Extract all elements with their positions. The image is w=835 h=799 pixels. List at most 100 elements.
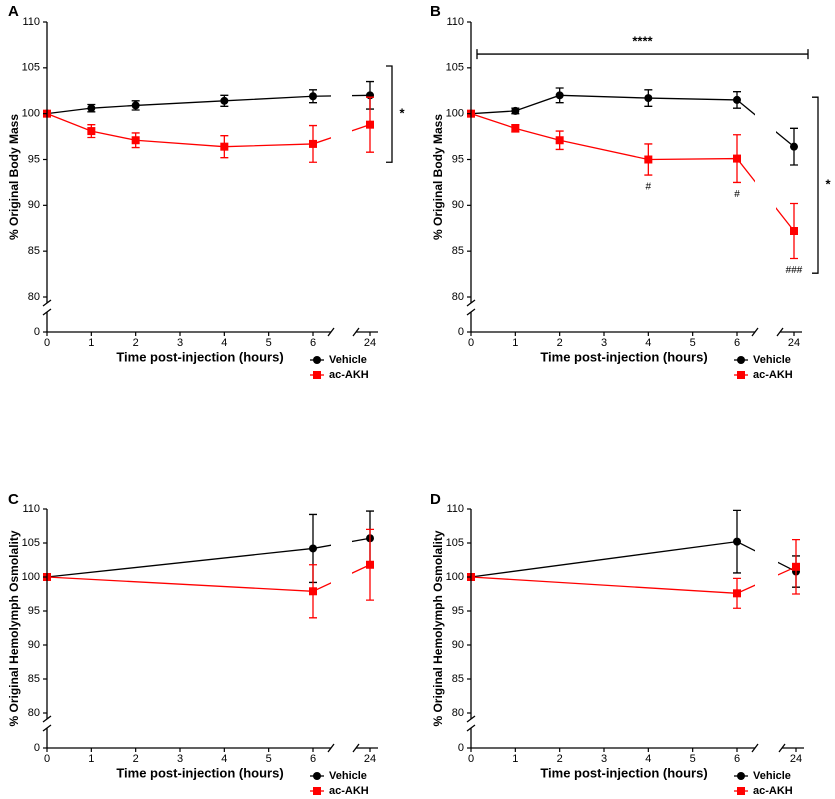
- y-tick-label: 0: [34, 742, 40, 754]
- legend-marker: [737, 787, 745, 795]
- x-tick-label: 6: [734, 337, 740, 349]
- x-tick-label: 5: [266, 753, 272, 765]
- y-tick-label: 100: [446, 571, 464, 583]
- point: [131, 136, 140, 145]
- panel: A % Original Body Mass Time post-injection…: [7, 3, 405, 381]
- x-tick-label: 6: [310, 753, 316, 765]
- legend-marker: [313, 371, 321, 379]
- y-break: [466, 715, 476, 732]
- x-tick-label: 3: [177, 753, 183, 765]
- y-tick-label: 110: [22, 503, 40, 515]
- legend-label: ac-AKH: [329, 785, 369, 797]
- y-tick-label: 90: [452, 639, 464, 651]
- point: [366, 120, 374, 129]
- break-gap: [331, 504, 352, 718]
- panel-label: C: [8, 491, 19, 508]
- x-tick-label: 1: [88, 337, 94, 349]
- y-break: [42, 299, 52, 316]
- significance-bracket: [386, 65, 393, 163]
- x-tick-label: 2: [557, 337, 563, 349]
- x-tick-label: 1: [512, 753, 518, 765]
- y-axis-label: % Original Hemolymph Osmolality: [431, 530, 445, 726]
- y-tick-label: 110: [22, 16, 40, 28]
- legend-label: Vehicle: [753, 770, 791, 782]
- panel-label: A: [8, 3, 19, 20]
- x-tick-label: 24: [364, 753, 376, 765]
- y-tick-label: 80: [28, 707, 40, 719]
- point: [511, 124, 520, 133]
- x-tick-label: 0: [44, 753, 50, 765]
- y-tick-label: 85: [28, 245, 40, 257]
- y-tick-label: 100: [22, 571, 40, 583]
- point: [309, 544, 317, 553]
- legend-marker: [313, 772, 321, 780]
- y-tick-label: 105: [446, 537, 464, 549]
- point: [733, 95, 741, 104]
- x-tick-label: 5: [690, 753, 696, 765]
- y-tick-label: 110: [446, 503, 464, 515]
- point: [733, 154, 741, 163]
- x-tick-label: 3: [177, 337, 183, 349]
- x-tick-label: 4: [221, 753, 227, 765]
- y-tick-label: 100: [22, 108, 40, 120]
- x-break: [327, 327, 360, 337]
- x-tick-label: 24: [790, 753, 802, 765]
- annotation: ###: [786, 265, 803, 276]
- y-tick-label: 105: [22, 537, 40, 549]
- x-tick-label: 4: [645, 753, 651, 765]
- y-axis-label: % Original Body Mass: [431, 114, 445, 240]
- point: [309, 587, 317, 596]
- x-tick-label: 1: [88, 753, 94, 765]
- y-tick-label: 105: [22, 62, 40, 74]
- x-tick-label: 3: [601, 337, 607, 349]
- series-line: [470, 113, 795, 232]
- x-break: [327, 743, 360, 753]
- y-tick-label: 80: [452, 707, 464, 719]
- break-gap: [331, 17, 352, 302]
- legend-marker: [737, 772, 745, 780]
- legend-marker: [313, 356, 321, 364]
- x-tick-label: 5: [266, 337, 272, 349]
- y-tick-label: 90: [28, 639, 40, 651]
- y-tick-label: 80: [28, 291, 40, 303]
- significance-bracket: [812, 96, 819, 274]
- annotation: #: [646, 182, 652, 193]
- y-tick-label: 80: [452, 291, 464, 303]
- series-line: [470, 540, 797, 578]
- x-tick-label: 0: [468, 337, 474, 349]
- y-tick-label: 0: [458, 326, 464, 338]
- y-tick-label: 95: [452, 605, 464, 617]
- y-tick-label: 110: [446, 16, 464, 28]
- point: [644, 94, 653, 103]
- x-tick-label: 6: [734, 753, 740, 765]
- x-axis-label: Time post-injection (hours): [540, 765, 707, 780]
- y-tick-label: 0: [458, 742, 464, 754]
- panel: B % Original Body Mass Time post-injection…: [430, 3, 831, 381]
- legend-label: Vehicle: [753, 354, 791, 366]
- point: [220, 142, 229, 151]
- legend-label: Vehicle: [329, 770, 367, 782]
- series-line: [470, 94, 795, 148]
- break-gap: [755, 504, 778, 718]
- x-axis-label: Time post-injection (hours): [116, 765, 283, 780]
- x-tick-label: 5: [690, 337, 696, 349]
- x-tick-label: 24: [788, 337, 800, 349]
- series-line: [46, 94, 371, 115]
- y-tick-label: 0: [34, 326, 40, 338]
- point: [87, 104, 96, 113]
- y-break: [42, 715, 52, 732]
- panel-label: D: [430, 491, 441, 508]
- y-tick-label: 105: [446, 62, 464, 74]
- x-tick-label: 24: [364, 337, 376, 349]
- point: [555, 136, 564, 145]
- point: [366, 560, 374, 569]
- point: [790, 142, 798, 151]
- y-axis-label: % Original Body Mass: [7, 114, 21, 240]
- point: [644, 155, 653, 164]
- x-tick-label: 2: [133, 753, 139, 765]
- y-tick-label: 85: [28, 673, 40, 685]
- break-gap: [755, 17, 776, 302]
- legend-label: ac-AKH: [329, 369, 369, 381]
- legend-marker: [313, 787, 321, 795]
